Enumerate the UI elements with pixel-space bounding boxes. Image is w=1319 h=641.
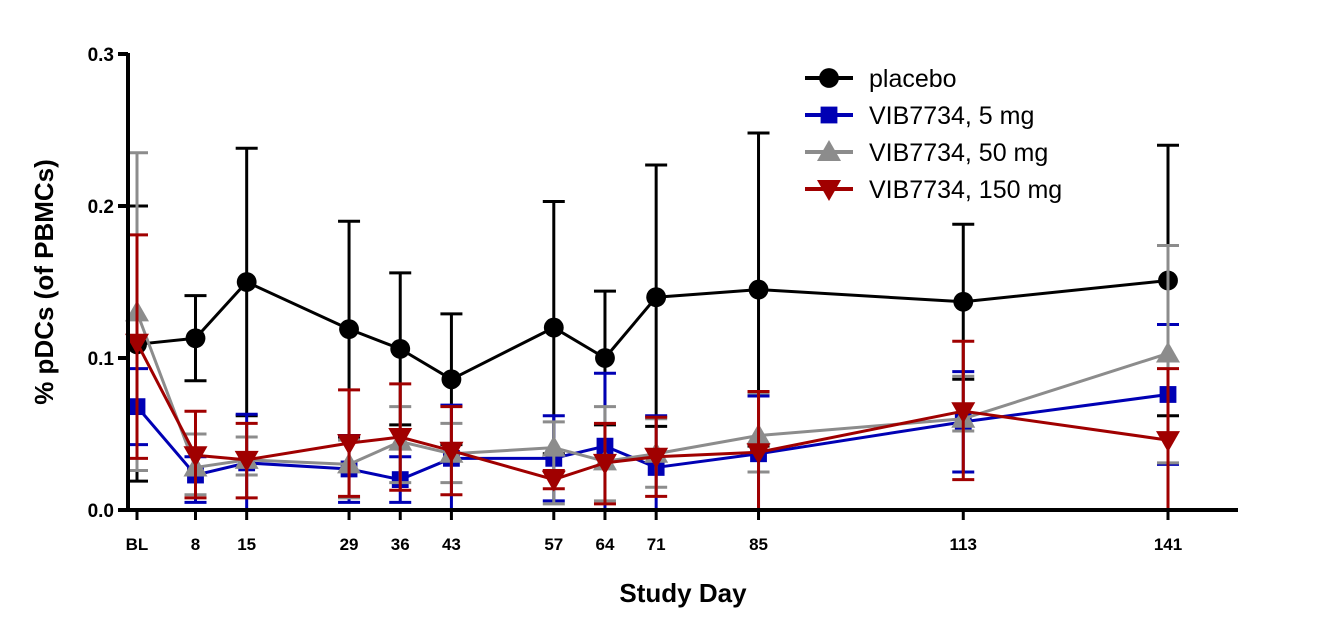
- x-tick-label: 71: [647, 535, 666, 554]
- data-point: [953, 291, 974, 312]
- y-tick-label: 0.3: [88, 45, 114, 66]
- x-tick-label: 15: [237, 535, 256, 554]
- legend-marker: [817, 140, 841, 161]
- legend-item: placebo: [805, 65, 957, 93]
- x-tick-label: 113: [950, 535, 977, 554]
- y-axis-title: % pDCs (of PBMCs): [29, 159, 59, 405]
- x-tick-label: 64: [596, 535, 615, 554]
- x-axis-title: Study Day: [619, 578, 747, 608]
- data-point: [183, 446, 208, 468]
- data-point: [541, 435, 566, 457]
- x-tick-label: 57: [544, 535, 563, 554]
- data-point: [388, 428, 413, 450]
- series-line: [135, 311, 1169, 469]
- legend-marker: [817, 180, 841, 201]
- x-tick-label: 36: [391, 535, 410, 554]
- legend-item: VIB7734, 5 mg: [805, 102, 1034, 130]
- legend: placebo VIB7734, 5 mg VIB7734, 50 mg VIB773…: [805, 65, 1062, 204]
- y-tick-label: 0.1: [88, 349, 115, 370]
- x-tick-label: 43: [442, 535, 461, 554]
- legend-label: VIB7734, 5 mg: [869, 102, 1034, 130]
- x-tick-label: BL: [126, 535, 149, 554]
- data-point: [125, 333, 149, 355]
- data-point: [541, 470, 566, 492]
- data-point: [439, 441, 464, 463]
- legend-label: placebo: [869, 65, 957, 93]
- data-point: [595, 348, 615, 368]
- data-point: [185, 328, 206, 349]
- axes: 0.0 0.1 0.2 0.3 BL 8 15 29 36 43 57 64 71 85 113 141: [88, 45, 1238, 554]
- data-point: [646, 287, 667, 308]
- series-vib7734-150-mg: [125, 233, 1180, 512]
- legend-marker: [820, 106, 838, 124]
- data-point: [592, 453, 617, 475]
- data-point: [234, 450, 259, 472]
- series-line: [136, 278, 1169, 381]
- data-point: [236, 272, 257, 292]
- data-point: [746, 443, 771, 465]
- legend-item: VIB7734, 50 mg: [805, 139, 1048, 167]
- data-point: [951, 402, 976, 424]
- plot-series: [125, 131, 1180, 512]
- data-point: [339, 319, 359, 340]
- legend-label: VIB7734, 150 mg: [869, 176, 1062, 204]
- series-line: [135, 342, 1169, 482]
- x-tick-label: 29: [340, 535, 359, 554]
- legend-marker: [819, 68, 839, 88]
- data-point: [748, 279, 769, 300]
- data-point: [644, 447, 669, 469]
- legend-item: VIB7734, 150 mg: [805, 176, 1062, 204]
- y-tick-label: 0.2: [88, 197, 114, 218]
- data-point: [390, 338, 411, 359]
- x-tick-label: 85: [749, 535, 768, 554]
- data-point: [441, 369, 462, 390]
- x-tick-label: 8: [191, 535, 200, 554]
- data-point: [1156, 431, 1180, 453]
- data-point: [337, 434, 362, 456]
- legend-label: VIB7734, 50 mg: [869, 139, 1048, 167]
- y-tick-label: 0.0: [88, 501, 114, 522]
- data-point: [543, 317, 564, 338]
- data-point: [1156, 341, 1180, 363]
- x-tick-label: 141: [1154, 535, 1182, 554]
